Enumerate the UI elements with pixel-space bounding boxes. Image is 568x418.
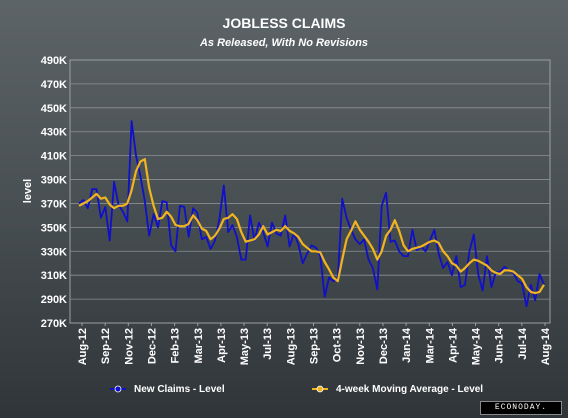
moving-average-line (78, 158, 545, 295)
x-tick-label: Dec-12 (146, 328, 158, 364)
legend-swatch-new-claims (110, 385, 126, 393)
x-tick-label: Nov-13 (355, 328, 367, 365)
y-tick-label: 290K (41, 294, 67, 306)
new-claims-line (78, 120, 545, 308)
y-tick-label: 490K (41, 55, 67, 67)
y-tick-label: 430K (41, 127, 67, 139)
x-tick-label: Aug-12 (77, 328, 89, 365)
x-tick-label: Aug-13 (285, 328, 297, 365)
x-tick-label: Jan-14 (401, 327, 413, 363)
x-tick-label: Mar-14 (424, 327, 436, 363)
legend: New Claims - Level 4-week Moving Average… (0, 380, 568, 398)
x-tick-label: May-14 (471, 327, 483, 365)
x-tick-label: Aug-14 (540, 327, 552, 365)
y-tick-label: 370K (41, 198, 67, 210)
legend-label-new-claims: New Claims - Level (134, 383, 225, 395)
y-tick-labels: 270K 290K 310K 330K 350K 370K 390K 410K 430K 450K… (41, 55, 67, 330)
x-tick-label: Oct-13 (332, 328, 344, 362)
x-tick-label: Sep-13 (309, 328, 321, 364)
y-tick-label: 310K (41, 270, 67, 282)
x-tick-label: Feb-13 (170, 328, 182, 363)
y-tick-label: 410K (41, 151, 67, 163)
x-tick-label: Apr-13 (216, 328, 228, 363)
chart-title: JOBLESS CLAIMS (222, 15, 346, 31)
x-tick-label: Jul-14 (517, 327, 529, 360)
legend-item-moving-average: 4-week Moving Average - Level (312, 380, 483, 398)
chart-subtitle: As Released, With No Revisions (199, 37, 368, 49)
x-tick-label: Apr-14 (447, 327, 459, 363)
series-layer (78, 120, 545, 308)
y-axis-label: level (22, 179, 34, 203)
y-tick-label: 350K (41, 222, 67, 234)
y-tick-label: 390K (41, 175, 67, 187)
x-tick-label: Jun-14 (494, 327, 506, 363)
econoday-logo: ECONODAY. (480, 401, 562, 415)
legend-swatch-moving-average (312, 385, 328, 393)
y-tick-label: 470K (41, 79, 67, 91)
x-tick-label: Mar-13 (193, 328, 205, 363)
legend-label-moving-average: 4-week Moving Average - Level (336, 383, 484, 395)
x-tick-label: Sep-12 (100, 328, 112, 364)
x-tick-label: Nov-12 (123, 328, 135, 365)
plot-area-border (69, 59, 551, 324)
x-tick-label: May-13 (239, 328, 251, 365)
y-tick-label: 330K (41, 246, 67, 258)
x-tick-label: Dec-13 (378, 328, 390, 364)
x-tick-labels: Aug-12 Sep-12 Nov-12 Dec-12 Feb-13 Mar-13 Apr-… (77, 323, 552, 365)
legend-item-new-claims: New Claims - Level (110, 380, 225, 398)
y-tick-label: 450K (41, 103, 67, 115)
grid-layer (70, 83, 550, 300)
x-tick-label: Jul-13 (262, 328, 274, 360)
y-tick-label: 270K (41, 318, 67, 330)
